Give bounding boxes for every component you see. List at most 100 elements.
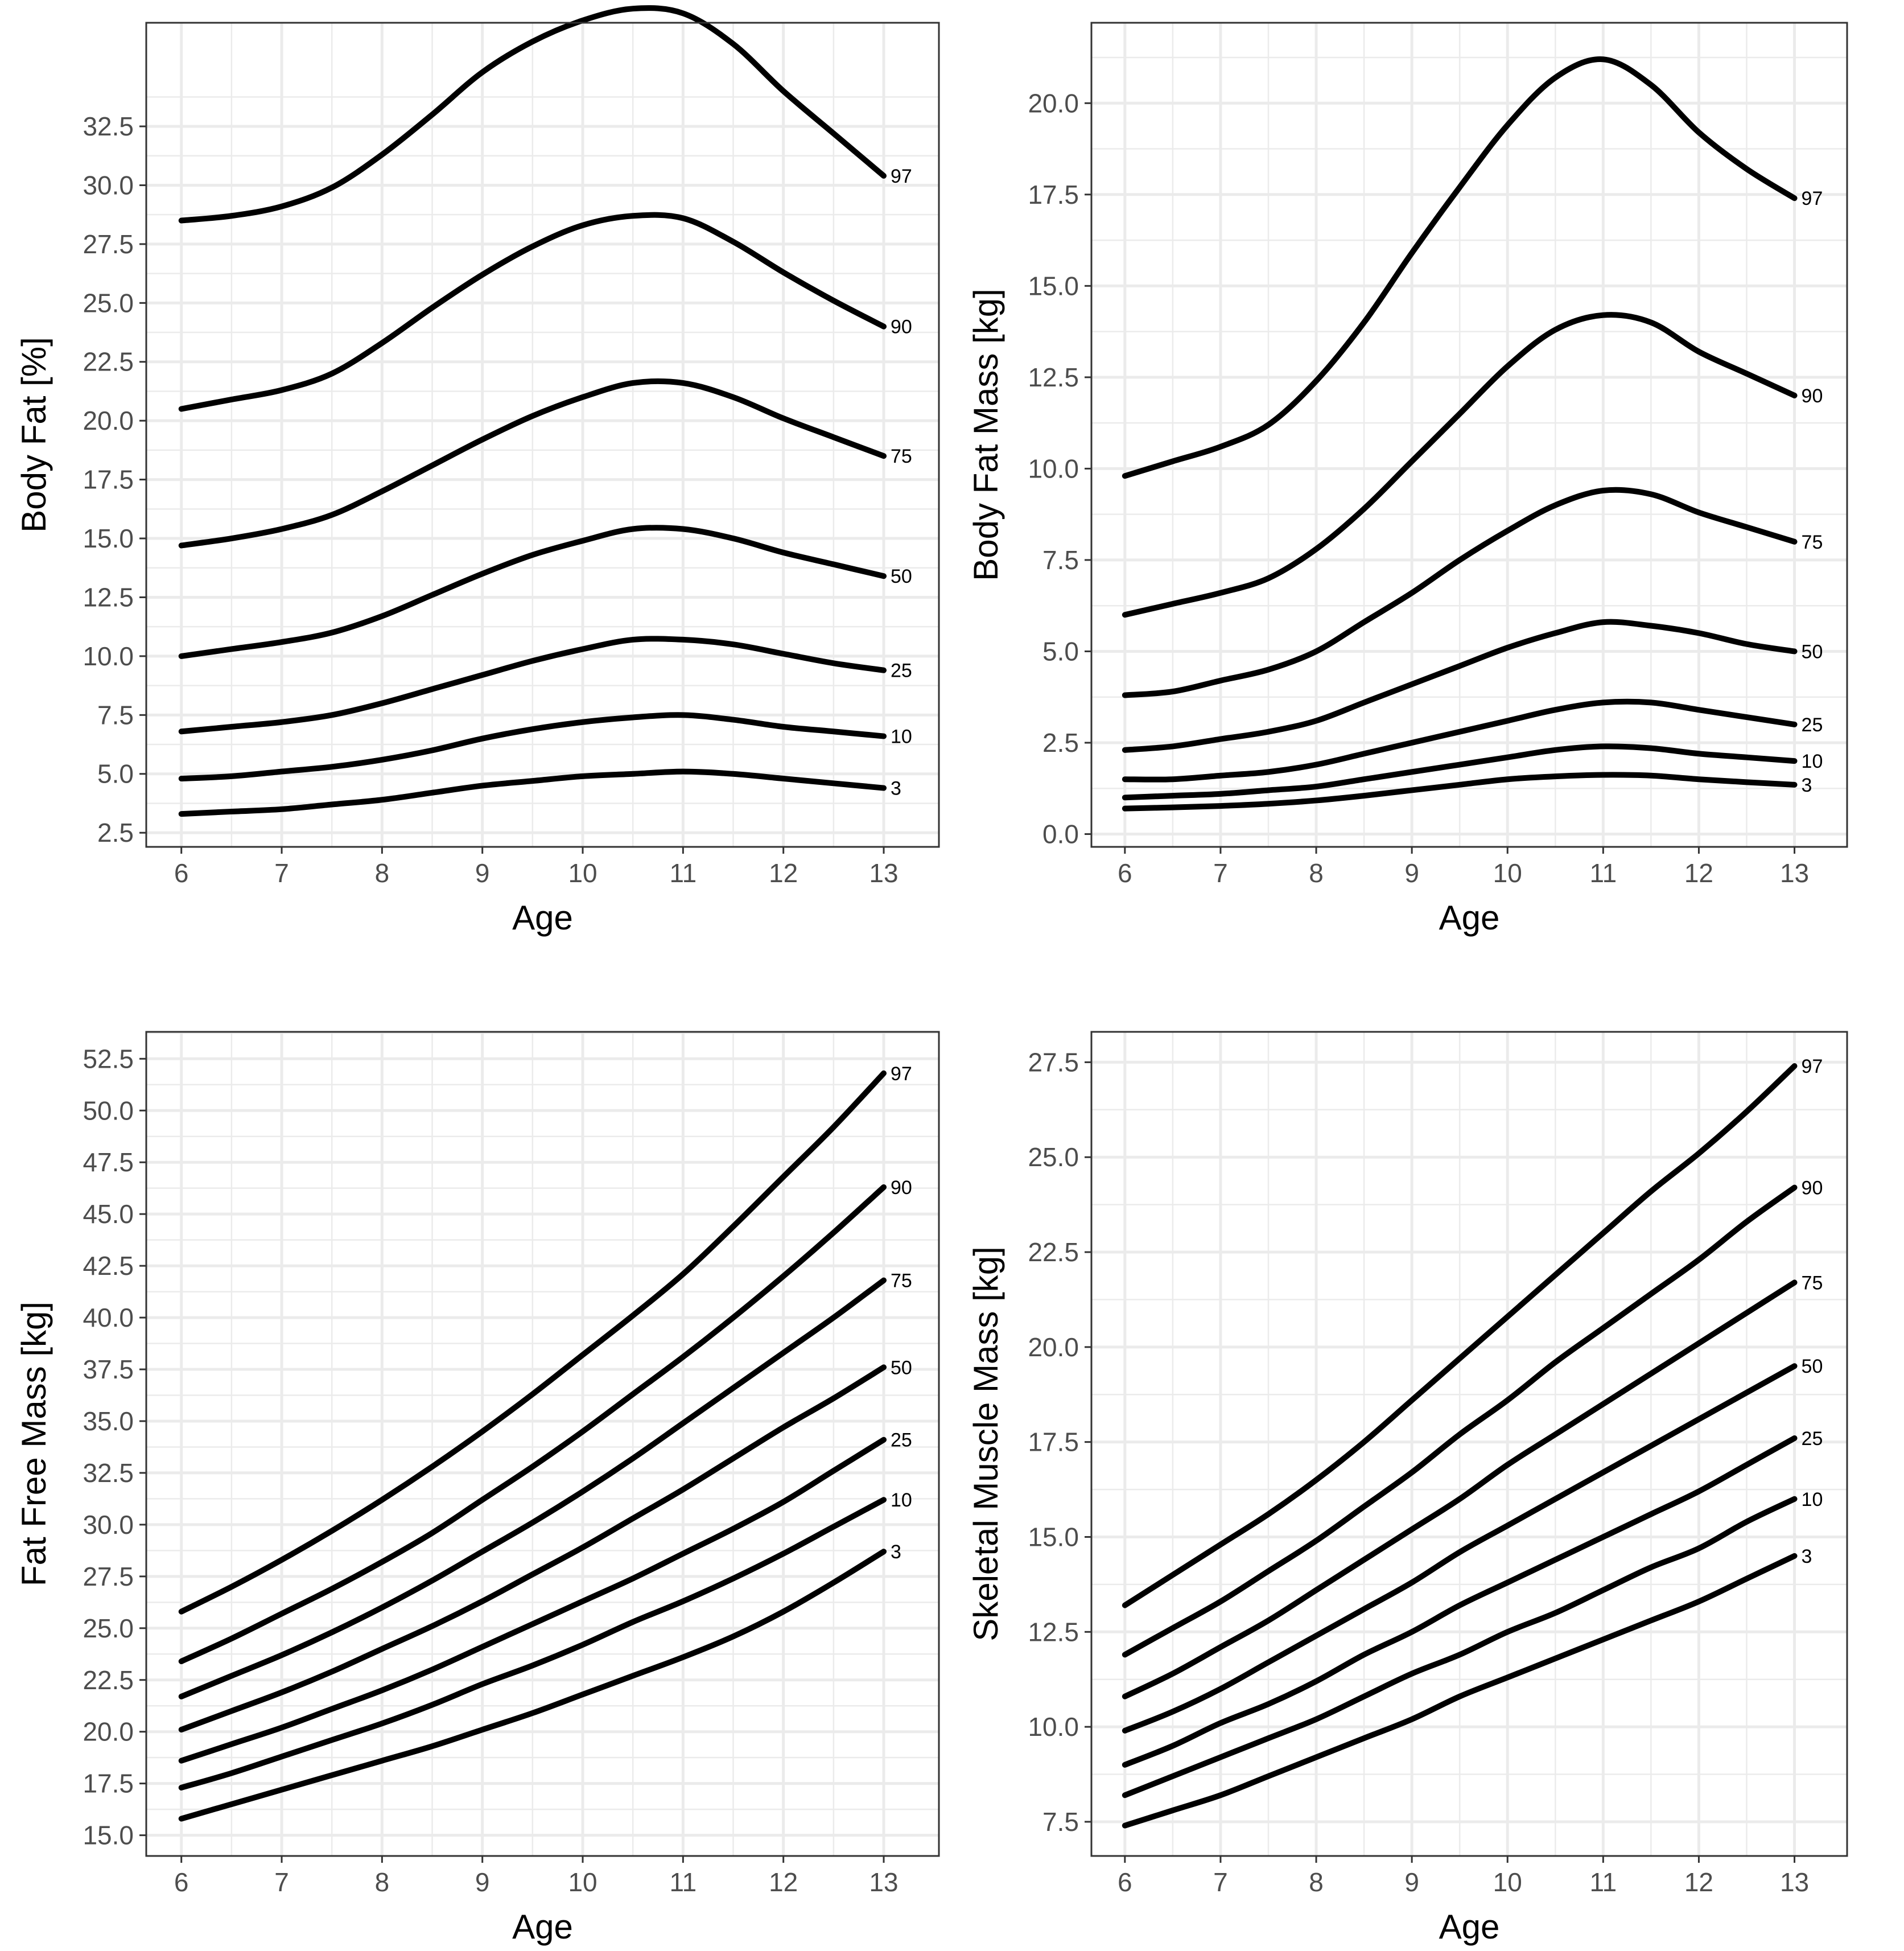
x-axis: 6 7 8 9 10 11 12 13 bbox=[1118, 847, 1809, 888]
y-tick-label: 27.5 bbox=[83, 229, 134, 259]
y-tick-label: 0.0 bbox=[1042, 820, 1079, 849]
y-tick-label: 47.5 bbox=[83, 1147, 134, 1177]
series-line-p75 bbox=[1122, 1279, 1798, 1699]
percentile-label-p25: 25 bbox=[1802, 714, 1823, 736]
plot-frame bbox=[145, 22, 940, 848]
y-tick-label: 15.0 bbox=[1028, 271, 1079, 301]
series-lines: 97 90 75 50 25 10 3 bbox=[178, 5, 912, 817]
plot-frame bbox=[1090, 22, 1848, 848]
series-line-p10 bbox=[178, 1497, 887, 1791]
x-tick-label: 12 bbox=[1684, 858, 1713, 888]
percentile-label-p90: 90 bbox=[1802, 385, 1823, 407]
series-line-p10 bbox=[1122, 743, 1798, 801]
y-tick-label: 15.0 bbox=[83, 524, 134, 553]
y-tick-label: 37.5 bbox=[83, 1355, 134, 1384]
series-line-p25 bbox=[1122, 698, 1798, 783]
x-tick-label: 8 bbox=[375, 1867, 390, 1897]
series-lines: 97 90 75 50 25 10 3 bbox=[178, 1063, 912, 1822]
chart-fat-free-mass: 97 90 75 50 25 10 3 6 7 8 9 10 11 12 13 15.0 17.5 20.0 22.… bbox=[0, 976, 952, 1951]
series-line-p50 bbox=[178, 525, 887, 659]
percentile-label-p75: 75 bbox=[891, 446, 912, 467]
series-line-p50 bbox=[1122, 1363, 1798, 1734]
plot-area bbox=[146, 1032, 939, 1856]
gridlines bbox=[146, 1032, 939, 1856]
y-axis-title: Skeletal Muscle Mass [kg] bbox=[967, 1246, 1005, 1641]
x-tick-label: 12 bbox=[1684, 1867, 1713, 1897]
chart-body-fat-mass: 97 90 75 50 25 10 3 6 7 8 9 10 11 12 13 0.0 2.5 5.0 7.5 10.… bbox=[952, 0, 1904, 976]
series-line-p75 bbox=[1122, 487, 1798, 698]
y-tick-label: 42.5 bbox=[83, 1251, 134, 1281]
series-line-p97 bbox=[178, 5, 887, 224]
y-axis: 2.5 5.0 7.5 10.0 12.5 15.0 17.5 20.0 22.5 25.0 27.… bbox=[83, 112, 146, 847]
percentile-label-p3: 3 bbox=[891, 778, 901, 800]
y-tick-label: 7.5 bbox=[1042, 545, 1079, 575]
x-axis-title: Age bbox=[1439, 1908, 1500, 1946]
x-tick-label: 6 bbox=[1118, 1867, 1132, 1897]
percentile-label-p25: 25 bbox=[1802, 1428, 1823, 1450]
x-tick-label: 6 bbox=[1118, 858, 1132, 888]
chart-svg-body-fat-mass: 97 90 75 50 25 10 3 6 7 8 9 10 11 12 13 0.0 2.5 5.0 7.5 10.… bbox=[967, 22, 1848, 937]
x-tick-label: 9 bbox=[475, 1867, 490, 1897]
series-line-p10 bbox=[178, 712, 887, 782]
series-line-p50 bbox=[178, 1364, 887, 1733]
percentile-label-p3: 3 bbox=[891, 1541, 901, 1563]
percentile-label-p10: 10 bbox=[891, 1489, 912, 1511]
y-tick-label: 20.0 bbox=[1028, 88, 1079, 118]
series-lines: 97 90 75 50 25 10 3 bbox=[1122, 1056, 1823, 1829]
chart-svg-body-fat-percent: 97 90 75 50 25 10 3 6 7 8 9 10 11 12 13 2.5 5.0 7.5 10.0 12… bbox=[15, 5, 940, 937]
x-tick-label: 9 bbox=[1404, 1867, 1419, 1897]
x-tick-label: 13 bbox=[1780, 1867, 1809, 1897]
plot-area bbox=[1091, 1032, 1847, 1856]
y-tick-label: 22.5 bbox=[1028, 1237, 1079, 1267]
y-tick-label: 17.5 bbox=[1028, 180, 1079, 209]
series-line-p3 bbox=[1122, 772, 1798, 812]
y-tick-label: 25.0 bbox=[83, 1614, 134, 1643]
x-tick-label: 7 bbox=[274, 858, 289, 888]
chart-svg-skeletal-muscle-mass: 97 90 75 50 25 10 3 6 7 8 9 10 11 12 13 7.5 10.0 12.5 15.0… bbox=[967, 1031, 1848, 1946]
x-axis: 6 7 8 9 10 11 12 13 bbox=[1118, 1856, 1809, 1897]
y-tick-label: 7.5 bbox=[1042, 1807, 1079, 1837]
chart-svg-fat-free-mass: 97 90 75 50 25 10 3 6 7 8 9 10 11 12 13 15.0 17.5 20.0 22.… bbox=[15, 1031, 940, 1946]
x-tick-label: 13 bbox=[1780, 858, 1809, 888]
series-line-p75 bbox=[178, 1277, 887, 1699]
y-tick-label: 20.0 bbox=[83, 406, 134, 435]
x-tick-label: 11 bbox=[1589, 858, 1617, 888]
percentile-label-p90: 90 bbox=[891, 1177, 912, 1199]
y-tick-label: 10.0 bbox=[1028, 454, 1079, 483]
percentile-label-p50: 50 bbox=[1802, 641, 1823, 662]
series-line-p75 bbox=[178, 378, 887, 549]
y-axis: 15.0 17.5 20.0 22.5 25.0 27.5 30.0 32.5 35.0 37.5… bbox=[83, 1044, 146, 1850]
x-tick-label: 10 bbox=[568, 1867, 597, 1897]
y-tick-label: 52.5 bbox=[83, 1044, 134, 1073]
y-tick-label: 30.0 bbox=[83, 1510, 134, 1540]
percentile-label-p10: 10 bbox=[1802, 1489, 1823, 1510]
percentile-label-p97: 97 bbox=[891, 1063, 912, 1085]
series-line-p50 bbox=[1122, 619, 1798, 753]
x-axis: 6 7 8 9 10 11 12 13 bbox=[174, 1856, 899, 1897]
percentile-label-p97: 97 bbox=[1802, 1056, 1823, 1077]
x-tick-label: 8 bbox=[375, 858, 390, 888]
percentile-label-p50: 50 bbox=[891, 566, 912, 587]
x-axis-title: Age bbox=[512, 899, 573, 937]
x-tick-label: 11 bbox=[669, 1867, 697, 1897]
series-line-p97 bbox=[1122, 1063, 1798, 1608]
y-tick-label: 17.5 bbox=[83, 1769, 134, 1798]
y-axis: 0.0 2.5 5.0 7.5 10.0 12.5 15.0 17.5 20.0 bbox=[1028, 88, 1091, 849]
series-line-p3 bbox=[1122, 1553, 1798, 1829]
series-line-p90 bbox=[1122, 312, 1798, 618]
y-tick-label: 10.0 bbox=[1028, 1712, 1079, 1742]
x-tick-label: 12 bbox=[769, 858, 798, 888]
plot-frame bbox=[145, 1031, 940, 1857]
x-tick-label: 11 bbox=[669, 858, 697, 888]
y-axis-title: Body Fat [%] bbox=[15, 337, 53, 532]
percentile-label-p90: 90 bbox=[1802, 1178, 1823, 1199]
y-axis: 7.5 10.0 12.5 15.0 17.5 20.0 22.5 25.0 27.5 bbox=[1028, 1047, 1091, 1837]
x-tick-label: 9 bbox=[475, 858, 490, 888]
y-tick-label: 27.5 bbox=[1028, 1047, 1079, 1077]
series-line-p97 bbox=[1122, 56, 1798, 479]
percentile-label-p25: 25 bbox=[891, 660, 912, 682]
x-tick-label: 7 bbox=[1213, 1867, 1228, 1897]
y-axis-title: Body Fat Mass [kg] bbox=[967, 289, 1005, 581]
percentile-label-p97: 97 bbox=[1802, 188, 1823, 209]
